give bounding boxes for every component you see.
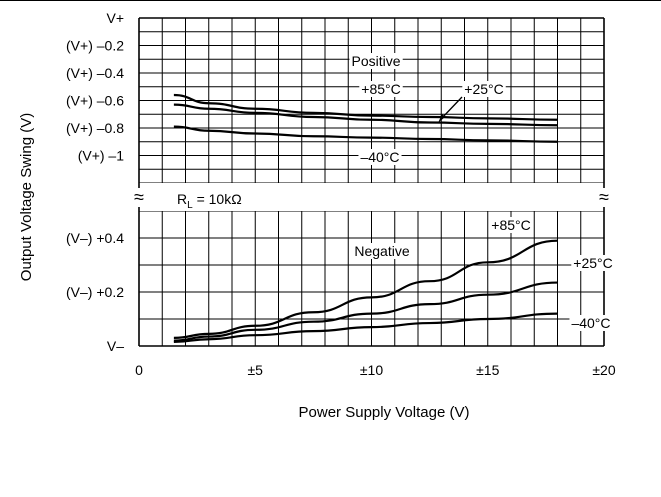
lower-series-label-25c: +25°C	[573, 255, 612, 271]
label-background	[352, 243, 412, 259]
pointer-arrowhead-25c	[438, 114, 445, 123]
axis-break-gap	[139, 183, 604, 211]
tick-labels: 0 ±5 ±10 ±15 ±20 V+ (V+) –0.2 (V+) –0.4 (V+) –0.…	[66, 10, 616, 378]
axis-break-marks: ≈ ≈	[134, 187, 609, 207]
label-background	[462, 81, 506, 97]
x-tick-label: ±5	[248, 362, 264, 378]
label-background	[359, 81, 403, 97]
label-background	[358, 149, 402, 165]
lower-series-line-85c	[173, 239, 558, 339]
load-condition-main: R	[177, 191, 187, 207]
y-tick-label-lower: V–	[107, 338, 124, 354]
lower-series-line-25c	[173, 281, 558, 342]
y-tick-label-upper: (V+) –0.4	[66, 65, 124, 81]
label-background	[569, 315, 613, 331]
y-tick-label-upper: (V+) –1	[78, 148, 125, 164]
lower-panel-label: Negative	[354, 243, 409, 259]
x-axis-title: Power Supply Voltage (V)	[299, 404, 470, 421]
y-tick-label-upper: (V+) –0.8	[66, 120, 124, 136]
upper-series-label-85c: +85°C	[361, 81, 400, 97]
grid-lines	[139, 18, 604, 346]
y-tick-label-lower: (V–) +0.2	[66, 284, 124, 300]
x-tick-label: ±15	[476, 362, 499, 378]
upper-series-label-25c: +25°C	[464, 81, 503, 97]
x-tick-label: ±20	[592, 362, 615, 378]
upper-series-label-minus40c: –40°C	[360, 149, 399, 165]
y-tick-label-upper: V+	[106, 10, 124, 26]
upper-series-line-85c	[173, 103, 558, 127]
y-tick-label-upper: (V+) –0.2	[66, 38, 124, 54]
label-background	[489, 217, 533, 233]
lower-series-label-85c: +85°C	[491, 217, 530, 233]
y-axis-title: Output Voltage Swing (V)	[18, 113, 35, 281]
lower-series-line-minus40c	[173, 312, 558, 344]
plot-frame	[138, 17, 605, 347]
load-condition-sub: L	[187, 200, 193, 211]
label-background	[571, 255, 615, 271]
upper-series-line-minus40c	[173, 125, 558, 143]
label-background	[349, 53, 403, 69]
upper-panel-label: Positive	[351, 53, 400, 69]
upper-series-line-25c	[173, 93, 558, 121]
lower-series-label-minus40c: –40°C	[571, 315, 610, 331]
y-tick-label-lower: (V–) +0.4	[66, 230, 124, 246]
x-tick-label: 0	[135, 362, 143, 378]
x-tick-label: ±10	[360, 362, 383, 378]
pointer-arrow-25c	[440, 96, 463, 120]
y-tick-label-upper: (V+) –0.6	[66, 93, 124, 109]
load-condition-rest: = 10kΩ	[193, 191, 242, 207]
axis-break-left: ≈	[134, 187, 144, 207]
axis-break-right: ≈	[599, 187, 609, 207]
load-condition-label: RL = 10kΩ	[177, 191, 242, 211]
series-layer	[173, 93, 558, 344]
